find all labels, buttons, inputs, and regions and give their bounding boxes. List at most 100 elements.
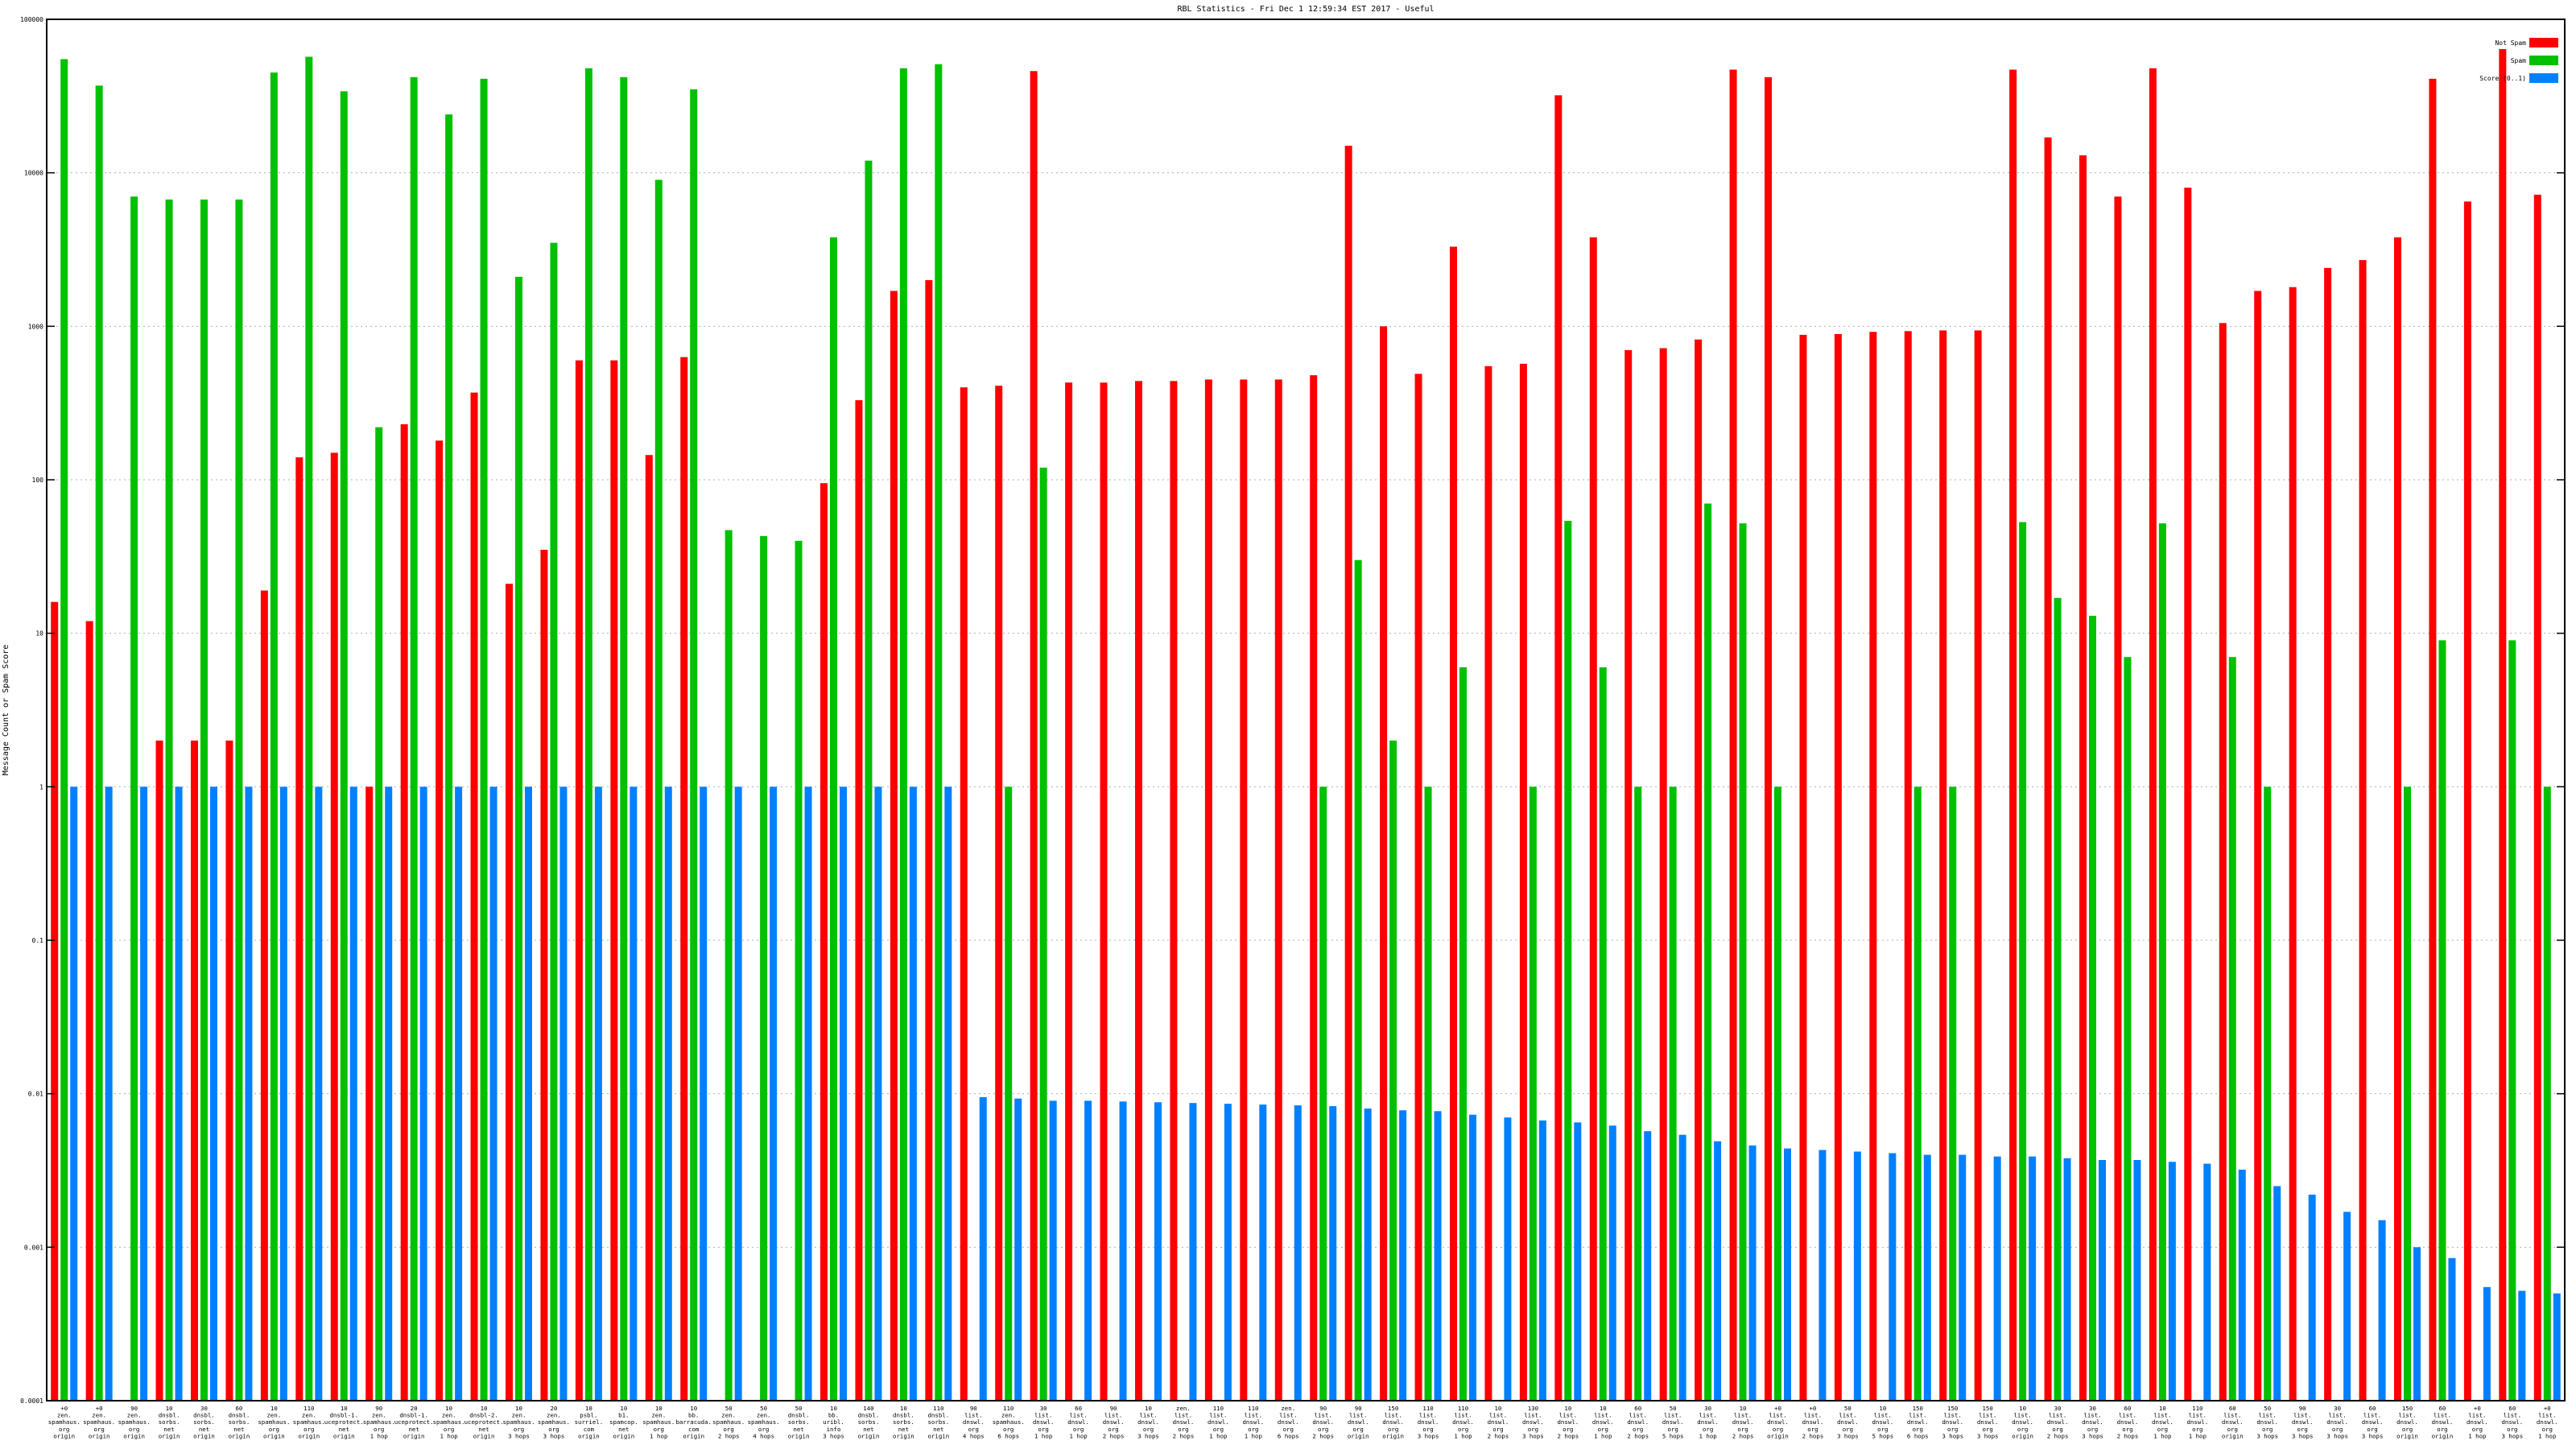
x-tick-label: 50 [795, 1405, 803, 1412]
x-tick-label: origin [788, 1432, 810, 1439]
x-tick-label: list. [2083, 1412, 2101, 1419]
x-tick-label: 2 hops [2117, 1432, 2139, 1439]
x-tick-label: sorbs. [927, 1418, 949, 1426]
x-tick-label: list. [1734, 1412, 1752, 1419]
bar [1538, 1120, 1546, 1401]
bar [2019, 522, 2027, 1401]
x-tick-label: dnswl. [1802, 1418, 1824, 1426]
x-tick-label: origin [193, 1432, 215, 1439]
bar [2394, 237, 2401, 1401]
x-tick-label: 2 hops [1732, 1432, 1754, 1439]
bar [2158, 523, 2166, 1401]
x-tick-label: 10 [2159, 1405, 2166, 1412]
x-tick-label: 110 [2192, 1405, 2202, 1412]
bar [2228, 657, 2236, 1401]
x-tick-label: zen. [1281, 1405, 1295, 1412]
x-tick-label: origin [2222, 1432, 2244, 1439]
bar [1329, 1106, 1337, 1401]
x-tick-label: list. [1489, 1412, 1507, 1419]
x-tick-label: origin [578, 1432, 600, 1439]
x-tick-label: dnsbl. [193, 1412, 215, 1419]
x-tick-label: list. [1245, 1412, 1262, 1419]
x-tick-label: dnswl. [2362, 1418, 2384, 1426]
x-tick-label: 10 [830, 1405, 837, 1412]
x-tick-label: net [618, 1426, 629, 1433]
x-tick-label: list. [1944, 1412, 1962, 1419]
x-tick-label: 110 [1458, 1405, 1468, 1412]
x-tick-label: sorbs. [159, 1418, 180, 1426]
x-tick-label: list. [1839, 1412, 1856, 1419]
bar [1529, 786, 1537, 1401]
bar [1714, 1141, 1722, 1401]
x-tick-label: org [723, 1426, 733, 1433]
x-tick-label: 3 hops [2082, 1432, 2103, 1439]
x-axis: +0zen.spamhaus.orgorigin+0zen.spamhaus.o… [48, 1405, 2558, 1439]
bar [200, 199, 208, 1402]
x-tick-label: zen. [1001, 1412, 1016, 1419]
y-tick-label: 0.0001 [20, 1397, 43, 1405]
bar [2359, 260, 2367, 1401]
bar [1274, 379, 1282, 1402]
x-tick-label: dnswl. [2467, 1418, 2488, 1426]
x-tick-label: uceprotect. [324, 1418, 364, 1426]
x-tick-label: net [478, 1426, 489, 1433]
x-tick-label: dnswl. [1103, 1418, 1125, 1426]
x-tick-label: org [2227, 1426, 2238, 1433]
x-tick-label: 10 [270, 1405, 278, 1412]
bar [1364, 1108, 1372, 1401]
bar [2508, 640, 2516, 1401]
y-tick-label: 0.1 [32, 937, 44, 944]
legend-swatch [2529, 38, 2558, 47]
x-tick-label: org [269, 1426, 279, 1433]
x-tick-label: dnsbl-1. [399, 1412, 428, 1419]
bar [1818, 1150, 1827, 1401]
x-tick-label: 30 [1040, 1405, 1047, 1412]
x-tick-label: net [163, 1426, 174, 1433]
x-tick-label: 4 hops [963, 1432, 985, 1439]
bar [1939, 330, 1947, 1401]
bar [2133, 1159, 2141, 1401]
x-tick-label: net [863, 1426, 873, 1433]
x-tick-label: dnswl. [2082, 1418, 2103, 1426]
bar [349, 786, 357, 1401]
bar [1739, 523, 1747, 1401]
x-tick-label: 3 hops [1522, 1432, 1544, 1439]
x-tick-label: list. [2189, 1412, 2207, 1419]
bar [1554, 95, 1563, 1401]
bar [2184, 188, 2192, 1402]
bar [1644, 1131, 1652, 1401]
bar [2438, 640, 2446, 1401]
bar [1799, 334, 1807, 1401]
x-tick-label: spamhaus. [48, 1418, 80, 1426]
bar [51, 601, 59, 1401]
x-tick-label: spamhaus. [293, 1418, 325, 1426]
x-tick-label: spamhaus. [363, 1418, 395, 1426]
x-tick-label: dnswl. [963, 1418, 985, 1426]
x-tick-label: dnswl. [1872, 1418, 1893, 1426]
x-tick-label: list. [2119, 1412, 2136, 1419]
x-tick-label: dnsbl. [788, 1412, 810, 1419]
y-tick-label: 10000 [24, 170, 43, 177]
bar [1310, 375, 1318, 1402]
y-tick-label: 1000 [28, 323, 43, 330]
bar [1240, 379, 1248, 1402]
bar [795, 540, 803, 1401]
x-tick-label: 1 hop [370, 1432, 388, 1439]
x-tick-label: dnswl. [1067, 1418, 1089, 1426]
bar [1784, 1148, 1791, 1401]
bar [2533, 194, 2541, 1401]
bar [2054, 597, 2062, 1401]
x-tick-label: list. [2328, 1412, 2346, 1419]
x-tick-label: zen. [1176, 1405, 1191, 1412]
bar [1005, 786, 1013, 1401]
x-tick-label: 110 [1213, 1405, 1224, 1412]
x-tick-label: origin [2396, 1432, 2418, 1439]
bar [690, 89, 698, 1401]
x-tick-label: origin [858, 1432, 880, 1439]
x-tick-label: bb. [828, 1412, 839, 1419]
bar [260, 590, 268, 1401]
bar [525, 786, 532, 1401]
bar [620, 76, 628, 1402]
x-tick-label: list. [2049, 1412, 2066, 1419]
bar [1189, 1103, 1197, 1401]
